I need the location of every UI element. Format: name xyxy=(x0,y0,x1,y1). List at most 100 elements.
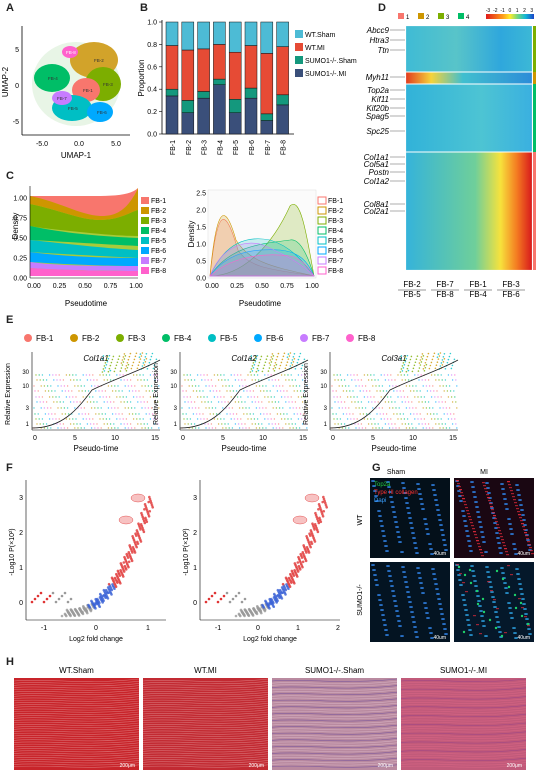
e-scatter-point xyxy=(111,390,114,392)
h-fiber xyxy=(142,757,269,762)
e-scatter-point xyxy=(183,396,185,398)
e-scatter-point xyxy=(264,418,266,420)
e-scatter-point xyxy=(400,418,402,420)
e-scatter-point xyxy=(396,390,398,392)
e-scatter-point xyxy=(149,418,152,420)
e-scatter-point xyxy=(75,374,77,376)
h-fiber xyxy=(400,740,527,744)
e-scatter-point xyxy=(428,407,431,409)
e-scatter-point xyxy=(341,427,344,429)
h-fiber xyxy=(400,729,527,733)
h-scalebar: 200μm xyxy=(120,763,135,769)
e-scatter-point xyxy=(66,407,69,409)
e-scatter-point xyxy=(435,379,437,381)
bar-segment xyxy=(276,94,289,106)
f-ylabel: -Log10 P(×10²) xyxy=(183,528,190,575)
e-scatter-point xyxy=(353,418,355,420)
h-fiber xyxy=(142,713,269,718)
f-volcano-point xyxy=(123,564,127,568)
h-fiber xyxy=(271,707,398,711)
e-scatter-point xyxy=(124,368,127,370)
if-nucleus xyxy=(407,512,411,514)
e-scatter-point xyxy=(297,418,300,420)
e-scatter-point xyxy=(386,418,389,420)
e-scatter-point xyxy=(200,396,202,398)
f-volcano-point xyxy=(101,594,105,598)
e-scatter-point xyxy=(120,379,122,381)
e-scatter-point xyxy=(250,396,252,398)
e-scatter-point xyxy=(105,374,108,376)
umap-label-fb4: FB-4 xyxy=(48,76,58,81)
e-scatter-point xyxy=(355,427,357,429)
e-scatter-point xyxy=(144,427,146,429)
f-volcano-point xyxy=(231,597,235,601)
e-legend-label: FB-7 xyxy=(312,334,330,343)
e-scatter-point xyxy=(348,427,350,429)
e-scatter-point xyxy=(53,401,55,403)
if-nucleus xyxy=(524,613,528,615)
f-volcano-point xyxy=(131,535,134,538)
e-scatter-point xyxy=(132,396,135,398)
e-scatter-point xyxy=(127,385,130,387)
e-scatter-point xyxy=(424,379,427,381)
if-collagen xyxy=(520,520,523,522)
e-scatter-point xyxy=(444,401,447,403)
g-row-wt: WT xyxy=(357,514,364,526)
bar-segment xyxy=(276,104,289,135)
e-scatter-point xyxy=(255,370,258,373)
e-scatter-point xyxy=(48,374,51,376)
e-scatter-point xyxy=(331,407,333,409)
e-scatter-point xyxy=(143,359,146,361)
e-scatter-point xyxy=(416,390,418,392)
if-nucleus xyxy=(464,609,468,611)
e-scatter-point xyxy=(394,423,396,425)
e-scatter-point xyxy=(50,427,52,429)
e-scatter-point xyxy=(402,362,405,364)
e-scatter-point xyxy=(343,401,346,403)
e-scatter-point xyxy=(143,401,145,403)
if-collagen xyxy=(494,518,497,520)
e-scatter-point xyxy=(151,390,154,392)
h-fiber xyxy=(271,702,398,707)
e-scatter-point xyxy=(199,390,201,392)
e-scatter-point xyxy=(126,361,129,364)
e-scatter-point xyxy=(277,401,280,403)
f-volcano-point xyxy=(72,612,76,616)
e-scatter-point xyxy=(266,390,268,392)
heatmap-gene-label: Col1a1 xyxy=(364,153,389,162)
h-fiber xyxy=(142,727,269,731)
e-scatter-point xyxy=(423,418,426,420)
e-legend-label: FB-4 xyxy=(174,334,192,343)
e-scatter-point xyxy=(372,427,374,429)
if-collagen xyxy=(516,508,519,510)
e-scatter-point xyxy=(451,364,454,367)
e-scatter-point xyxy=(250,355,253,357)
densr-xtick: 0.75 xyxy=(280,283,294,290)
if-nucleus xyxy=(469,550,473,552)
if-collagen xyxy=(510,490,513,492)
e-scatter-point xyxy=(73,379,75,381)
e-scatter-point xyxy=(63,407,66,409)
e-scatter-point xyxy=(265,427,267,429)
e-scatter-point xyxy=(401,370,404,372)
e-scatter-point xyxy=(258,385,261,387)
e-scatter-point xyxy=(437,358,440,360)
e-scatter-point xyxy=(379,390,381,392)
if-collagen xyxy=(521,607,524,609)
e-scatter-point xyxy=(156,374,158,376)
e-scatter-point xyxy=(107,385,110,387)
if-collagen xyxy=(463,501,466,503)
if-nucleus xyxy=(478,605,482,607)
e-scatter-point xyxy=(63,427,66,429)
if-nucleus xyxy=(403,492,407,494)
e-scatter-point xyxy=(146,423,149,425)
e-scatter-point xyxy=(380,418,382,420)
e-scatter-point xyxy=(286,390,288,392)
if-collagen xyxy=(475,537,478,539)
f-volcano-point xyxy=(311,522,314,525)
e-scatter-point xyxy=(61,413,63,415)
e-scatter-point xyxy=(383,374,386,376)
if-nucleus xyxy=(380,525,384,527)
f-volcano-point xyxy=(289,572,292,576)
if-nucleus xyxy=(385,634,389,636)
